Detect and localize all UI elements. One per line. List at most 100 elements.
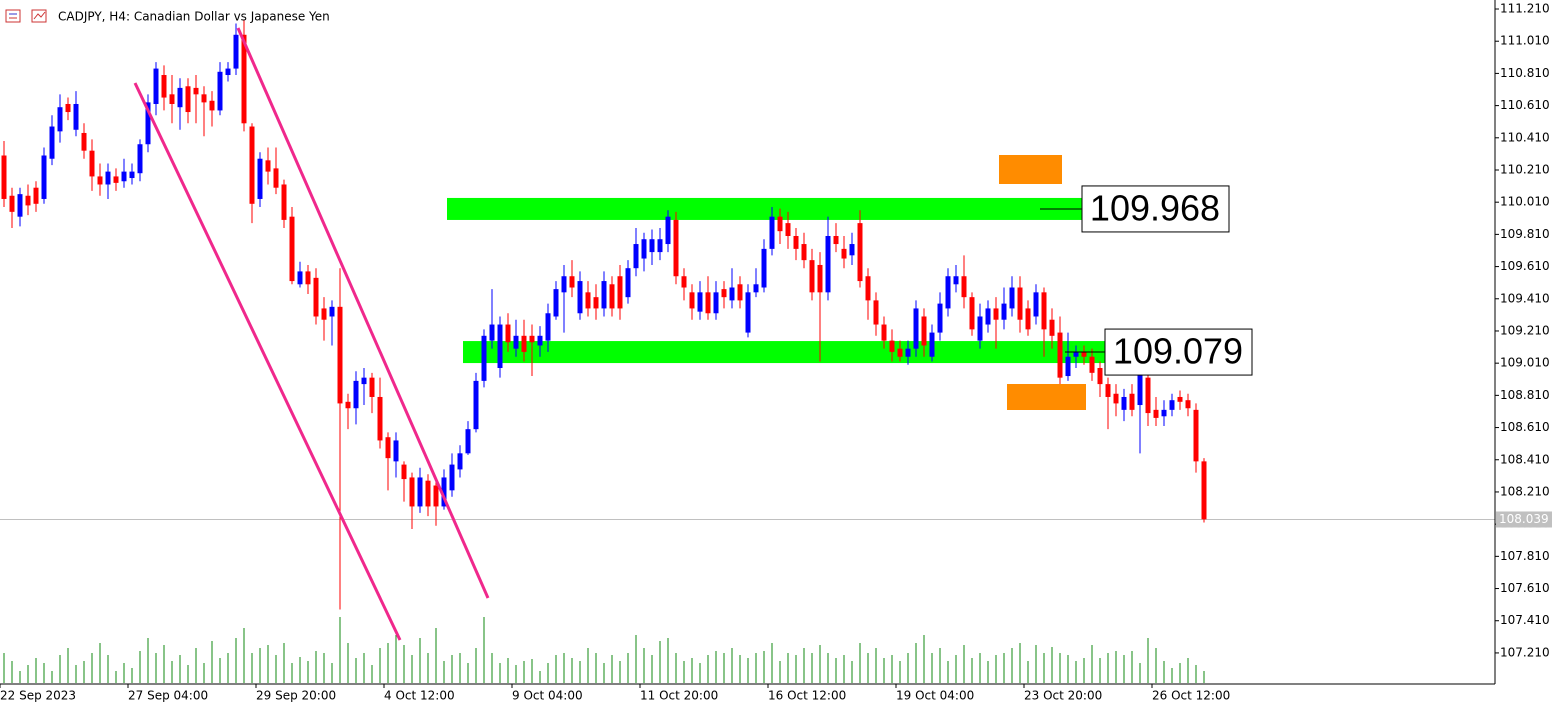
candle-body — [617, 276, 623, 309]
x-tick-label: 19 Oct 04:00 — [896, 689, 974, 703]
candle-body — [1153, 409, 1159, 418]
channel-line — [133, 82, 402, 641]
candle-body — [953, 276, 959, 285]
candle-body — [233, 34, 239, 69]
candle-body — [857, 223, 863, 282]
candle-body — [689, 292, 695, 309]
y-tick-label: 109.410 — [1500, 291, 1550, 305]
candle-body — [25, 195, 31, 206]
y-tick-label: 107.410 — [1500, 613, 1550, 627]
candle-body — [913, 308, 919, 349]
candle-body — [881, 324, 887, 341]
candle-body — [1057, 332, 1063, 378]
x-tick-label: 26 Oct 12:00 — [1152, 689, 1230, 703]
candle-body — [1161, 409, 1167, 417]
drawings — [447, 197, 1118, 364]
candle-body — [977, 316, 983, 341]
candle-body — [1169, 400, 1175, 410]
candle-body — [169, 94, 175, 104]
candle-body — [1, 155, 7, 199]
level-label: 109.079 — [1113, 331, 1243, 372]
channel-line — [236, 27, 490, 599]
icon — [31, 9, 47, 23]
y-tick-label: 110.010 — [1500, 195, 1550, 209]
candle-body — [705, 292, 711, 314]
y-tick-label: 110.210 — [1500, 162, 1550, 176]
last-price-tag — [1496, 511, 1552, 528]
candle-body — [89, 150, 95, 177]
candle-body — [81, 132, 87, 151]
candle-body — [809, 260, 815, 293]
candle-body — [489, 324, 495, 341]
candle-body — [505, 324, 511, 343]
candle-body — [425, 480, 431, 507]
candle-body — [1089, 356, 1095, 373]
candle-body — [1113, 393, 1119, 404]
candle-body — [17, 194, 23, 217]
candle-body — [393, 440, 399, 462]
candle-body — [241, 34, 247, 124]
candle-body — [1129, 393, 1135, 410]
candle-body — [105, 171, 111, 185]
y-tick-label: 109.810 — [1500, 227, 1550, 241]
y-tick-label: 111.010 — [1500, 34, 1550, 48]
candle-body — [345, 401, 351, 409]
candle-body — [609, 284, 615, 309]
candle-body — [137, 144, 143, 174]
candle-body — [329, 306, 335, 317]
candle-body — [777, 216, 783, 232]
candle-body — [537, 335, 543, 346]
candle-body — [921, 316, 927, 346]
candle-body — [961, 276, 967, 298]
candle-body — [129, 171, 135, 179]
candle-body — [9, 195, 15, 212]
candle-body — [1017, 287, 1023, 320]
candle-body — [513, 335, 519, 349]
candle-body — [1097, 367, 1103, 385]
candle-body — [801, 244, 807, 261]
level-labels: 109.968 109.079 — [1040, 185, 1253, 376]
candle-body — [1033, 292, 1039, 317]
y-tick-label: 109.210 — [1500, 323, 1550, 337]
candle-body — [73, 103, 79, 130]
x-tick-label: 16 Oct 12:00 — [768, 689, 846, 703]
candle-body — [833, 235, 839, 245]
candle-body — [665, 216, 671, 245]
candle-body — [1121, 396, 1127, 410]
candle-body — [641, 239, 647, 259]
y-tick-label: 111.210 — [1500, 2, 1550, 16]
x-tick-label: 23 Oct 20:00 — [1024, 689, 1102, 703]
orange-box — [1007, 384, 1086, 410]
candle-body — [145, 102, 151, 145]
candle-body — [737, 284, 743, 301]
candle-body — [209, 100, 215, 111]
candle-body — [417, 477, 423, 507]
y-tick-label: 110.810 — [1500, 66, 1550, 80]
x-tick-label: 9 Oct 04:00 — [512, 689, 583, 703]
candle-body — [1105, 384, 1111, 397]
candle-body — [185, 86, 191, 113]
candle-body — [873, 300, 879, 325]
candle-body — [889, 340, 895, 352]
y-tick-label: 110.410 — [1500, 130, 1550, 144]
candle-body — [657, 239, 663, 253]
candle-body — [969, 297, 975, 330]
candle-body — [409, 477, 415, 507]
candle-body — [33, 187, 39, 204]
candle-body — [985, 308, 991, 325]
candle-body — [321, 308, 327, 320]
candle-body — [401, 464, 407, 480]
candle-body — [217, 71, 223, 111]
y-tick-label: 109.610 — [1500, 259, 1550, 273]
candle-body — [793, 235, 799, 249]
candle-body — [577, 281, 583, 314]
candle-body — [785, 223, 791, 236]
candle-body — [161, 75, 167, 98]
candle-body — [697, 292, 703, 312]
candle-body — [937, 303, 943, 333]
level-label: 109.968 — [1090, 187, 1220, 228]
support-resistance-zone — [463, 341, 1118, 364]
candle-body — [441, 477, 447, 507]
